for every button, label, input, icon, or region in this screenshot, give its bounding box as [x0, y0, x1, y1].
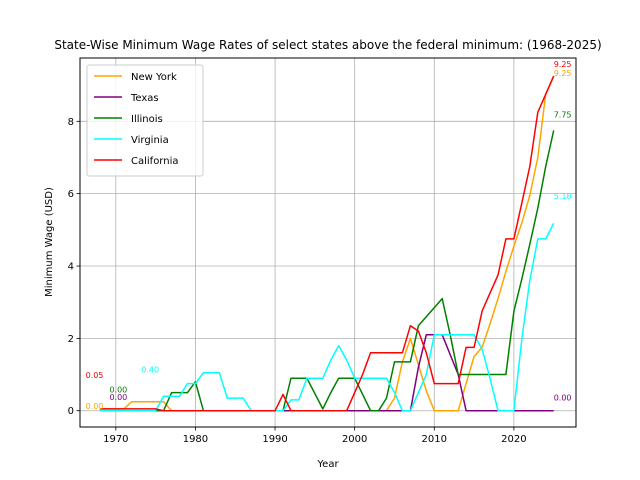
- legend-entry: Virginia: [131, 135, 169, 146]
- series-line-illinois: [131, 130, 555, 412]
- ticks: 1970 1980 1990 2000 2010 2020 0 2 4 6 8: [68, 117, 527, 445]
- x-tick-label: 2010: [422, 434, 447, 445]
- data-label: 0.40: [141, 366, 159, 375]
- x-tick-label: 2000: [342, 434, 367, 445]
- data-label: 0.00: [109, 386, 127, 395]
- data-label: 9.25: [554, 69, 572, 78]
- chart-title: State-Wise Minimum Wage Rates of select …: [54, 38, 601, 52]
- y-axis-label: Minimum Wage (USD): [44, 187, 55, 297]
- legend-entry: Illinois: [131, 114, 163, 125]
- y-tick-label: 2: [68, 334, 74, 345]
- data-label: 7.75: [554, 111, 572, 120]
- annotations: 0.000.050.000.000.409.259.257.755.180.00: [86, 60, 572, 411]
- series-line-california: [99, 75, 555, 412]
- x-axis-label: Year: [316, 459, 339, 470]
- x-tick-label: 2020: [501, 434, 526, 445]
- data-label: 0.05: [86, 371, 104, 380]
- y-tick-label: 8: [68, 117, 74, 128]
- x-tick-label: 1970: [103, 434, 128, 445]
- x-tick-label: 1990: [262, 434, 287, 445]
- legend-box: [86, 64, 204, 177]
- legend-entry: California: [131, 156, 179, 167]
- series-layer: [99, 75, 555, 412]
- legend: New York Texas Illinois Virginia California: [86, 64, 204, 177]
- data-label: 0.00: [86, 402, 104, 411]
- data-label: 0.00: [554, 394, 572, 403]
- legend-entry: New York: [131, 72, 177, 83]
- y-tick-label: 4: [68, 262, 74, 273]
- series-line-new-york: [99, 75, 555, 412]
- legend-entry: Texas: [130, 93, 159, 104]
- data-label: 0.00: [109, 393, 127, 402]
- y-tick-label: 6: [68, 189, 74, 200]
- data-label: 5.18: [554, 192, 572, 201]
- plot-frame: [79, 57, 577, 428]
- data-label: 9.25: [554, 60, 572, 69]
- x-tick-label: 1980: [183, 434, 208, 445]
- grid: [80, 58, 576, 427]
- y-tick-label: 0: [68, 406, 74, 417]
- series-line-virginia: [99, 222, 555, 412]
